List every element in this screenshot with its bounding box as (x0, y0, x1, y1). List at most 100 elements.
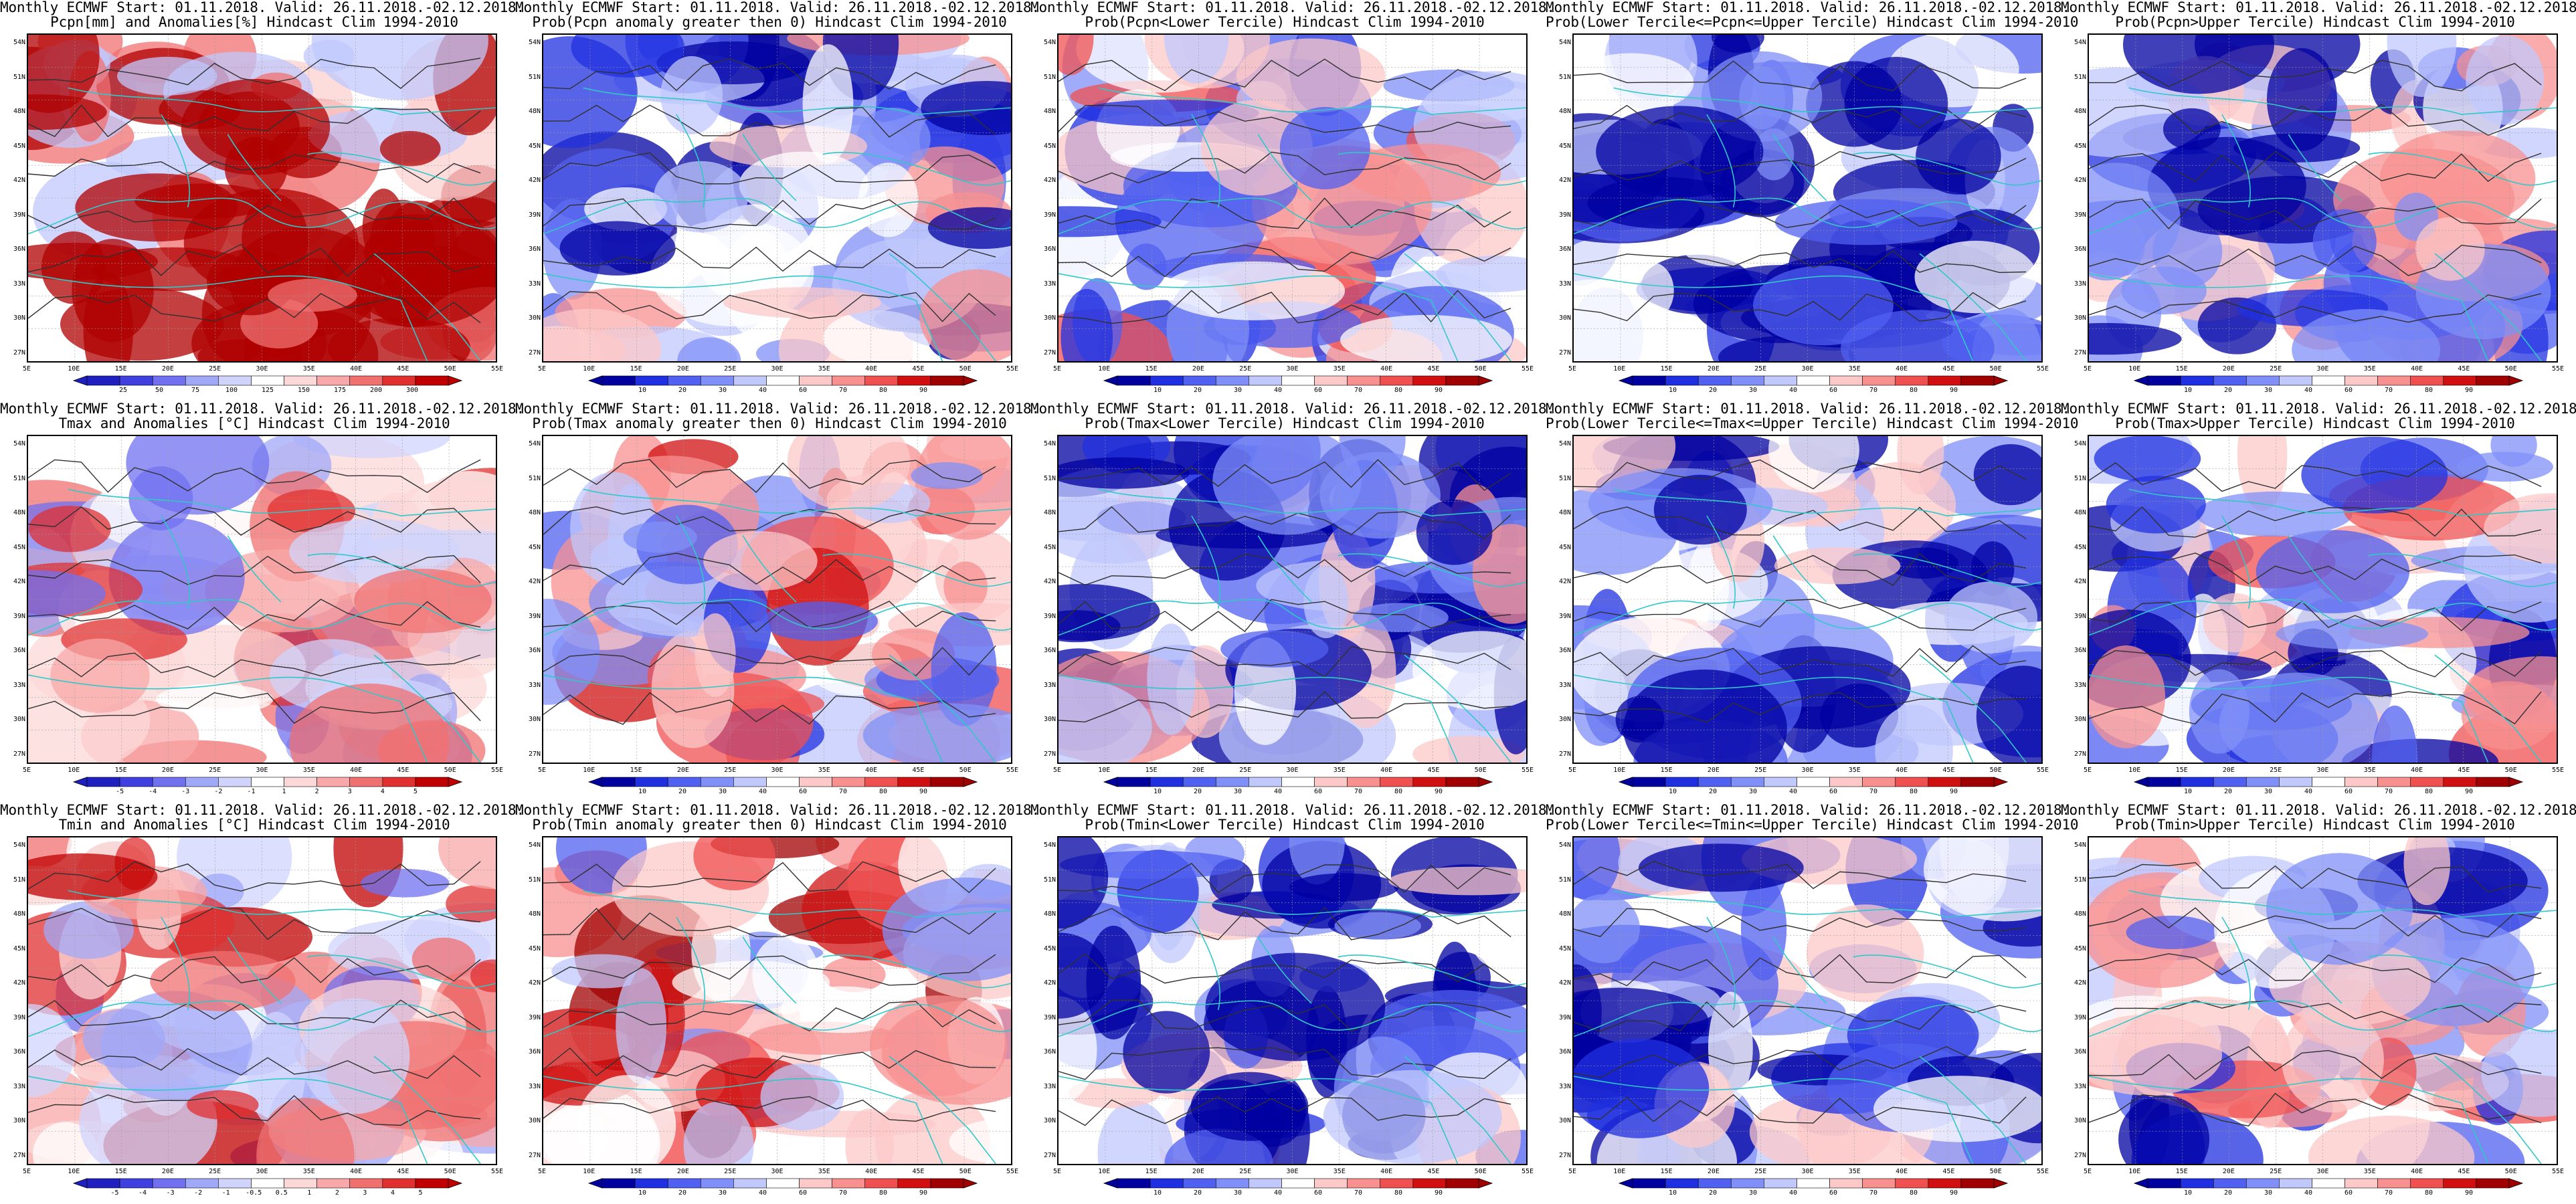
lon-label: 50E (1989, 767, 2002, 774)
lon-label: 35E (2363, 365, 2376, 373)
color-bar-tick-label: 25 (118, 387, 128, 394)
color-bar-tick-label: 80 (2424, 1189, 2433, 1197)
lat-label: 33N (528, 1082, 541, 1090)
color-bar-tick-label: 30 (718, 1189, 727, 1197)
lat-label: 30N (528, 1117, 541, 1124)
color-bar-tick-label: 70 (1869, 788, 1878, 795)
lat-label: 30N (2074, 716, 2086, 723)
panel-subtitle: Prob(Lower Tercile<=Pcpn<=Upper Tercile)… (1546, 14, 2079, 30)
lon-label: 40E (1896, 365, 1908, 373)
color-bar-tick-label: 10 (2183, 1189, 2193, 1197)
lon-label: 50E (1989, 1168, 2002, 1175)
lon-label: 25E (1754, 1168, 1767, 1175)
color-bar-tick-label: 0.5 (275, 1189, 288, 1197)
color-bar-tick-label: 60 (1829, 1189, 1838, 1197)
panel-title: Monthly ECMWF Start: 01.11.2018. Valid: … (515, 401, 1040, 431)
lon-label: 30E (2316, 767, 2329, 774)
color-bar-tick-label: 40 (1273, 387, 1283, 394)
lat-label: 48N (2074, 910, 2086, 918)
lon-label: 15E (2175, 365, 2188, 373)
lon-label: 30E (1801, 767, 1814, 774)
lon-label: 15E (1660, 767, 1673, 774)
lat-label: 33N (1558, 280, 1571, 288)
lat-label: 27N (1043, 348, 1056, 357)
lon-label: 15E (114, 1168, 127, 1175)
color-bar-tick-label: -1 (221, 1189, 230, 1197)
lat-label: 33N (1558, 1082, 1571, 1090)
panel-header-line: Monthly ECMWF Start: 01.11.2018. Valid: … (1546, 0, 2070, 15)
panel-subtitle: Prob(Tmin>Upper Tercile) Hindcast Clim 1… (2115, 817, 2515, 833)
color-bar-tick-label: 80 (1909, 788, 1918, 795)
lon-label: 40E (1896, 767, 1908, 774)
lon-label: 20E (2222, 1168, 2235, 1175)
color-bar-tick-label: 20 (1708, 1189, 1718, 1197)
lat-label: 27N (2074, 750, 2086, 758)
panel-header-line: Monthly ECMWF Start: 01.11.2018. Valid: … (1546, 401, 2070, 417)
color-bar-tick-label: 30 (718, 788, 727, 795)
lon-label: 45E (2458, 1168, 2470, 1175)
lon-label: 15E (630, 365, 642, 373)
lon-label: 30E (1286, 767, 1299, 774)
lon-label: 25E (1754, 767, 1767, 774)
map-field-svg (2089, 837, 2557, 1164)
map-field-svg (1574, 436, 2041, 763)
color-bar-tick-label: 90 (1949, 1189, 1958, 1197)
lon-label: 55E (1006, 767, 1019, 774)
map-field (1057, 33, 1528, 363)
color-bar-tick-label: 80 (879, 788, 888, 795)
lat-label: 54N (13, 39, 25, 46)
lat-label: 45N (13, 944, 25, 952)
lat-label: 54N (1043, 440, 1056, 447)
color-bar (587, 375, 978, 386)
color-bar-tick-label: 4 (390, 1189, 395, 1197)
lon-label: 35E (1848, 767, 1861, 774)
panel-header-line: Monthly ECMWF Start: 01.11.2018. Valid: … (2061, 0, 2576, 15)
lat-label: 48N (13, 108, 25, 115)
lon-label: 40E (2411, 365, 2423, 373)
color-bar-tick-label: 60 (1829, 788, 1838, 795)
color-bar-tick-label: -3 (181, 788, 190, 795)
map-field-svg (543, 35, 1011, 361)
lon-label: 10E (1098, 767, 1111, 774)
lat-label: 27N (528, 750, 541, 758)
lat-label: 36N (13, 245, 25, 253)
lat-label: 42N (1043, 578, 1056, 585)
lon-label: 10E (1613, 1168, 1626, 1175)
lat-label: 27N (13, 1151, 25, 1159)
lat-label: 48N (528, 910, 541, 918)
lat-label: 48N (1558, 509, 1571, 516)
lat-label: 33N (1043, 1082, 1056, 1090)
lon-label: 15E (2175, 767, 2188, 774)
lat-label: 36N (1558, 647, 1571, 654)
lon-label: 15E (630, 767, 642, 774)
lon-label: 20E (1192, 767, 1204, 774)
lon-label: 20E (1192, 1168, 1204, 1175)
lat-label: 48N (1043, 108, 1056, 115)
lat-label: 54N (2074, 440, 2086, 447)
lat-label: 54N (528, 440, 541, 447)
color-bar-tick-label: 1 (282, 788, 286, 795)
lon-label: 10E (2128, 365, 2141, 373)
color-bar-tick-label: 10 (1668, 387, 1677, 394)
lon-label: 50E (959, 1168, 972, 1175)
color-bar-tick-label: 60 (2344, 387, 2353, 394)
lat-label: 42N (528, 578, 541, 585)
color-bar-tick-label: 70 (2384, 387, 2393, 394)
lat-label: 36N (13, 647, 25, 654)
map-field (2088, 836, 2558, 1165)
color-bar-tick-label: -4 (139, 1189, 147, 1197)
color-bar-tick-label: -5 (116, 788, 124, 795)
lon-label: 5E (2083, 767, 2092, 774)
lat-label: 39N (528, 1013, 541, 1021)
lat-label: 27N (2074, 1151, 2086, 1159)
color-bar-tick-label: -3 (166, 1189, 175, 1197)
panel-title: Monthly ECMWF Start: 01.11.2018. Valid: … (1030, 0, 1555, 29)
lat-label: 42N (1558, 578, 1571, 585)
color-bar-tick-label: 40 (2304, 387, 2313, 394)
lon-label: 45E (1942, 1168, 1955, 1175)
map-field (1572, 836, 2043, 1165)
lat-label: 30N (1558, 716, 1571, 723)
lon-label: 50E (1474, 365, 1487, 373)
color-bar-tick-label: 125 (261, 387, 274, 394)
color-bar-tick-label: -2 (194, 1189, 203, 1197)
